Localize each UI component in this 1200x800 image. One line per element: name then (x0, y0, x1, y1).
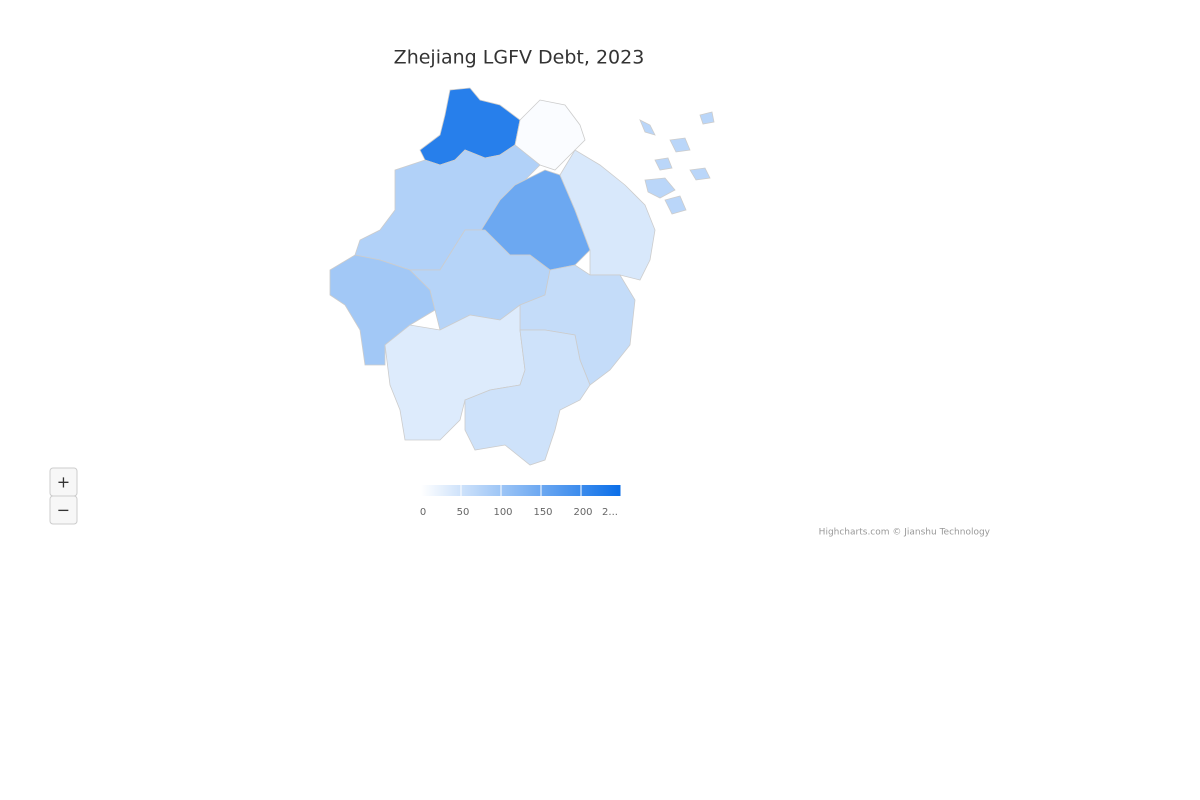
regions (329, 87, 715, 466)
credits[interactable]: Highcharts.com © Jianshu Technology (819, 528, 991, 538)
color-axis-label: 0 (420, 507, 426, 518)
zoom-out-button[interactable]: − (49, 495, 78, 525)
color-axis-label: 100 (493, 507, 512, 518)
color-axis-label: 150 (533, 507, 552, 518)
zoom-in-button[interactable]: + (49, 467, 78, 497)
color-axis-label: 50 (457, 507, 470, 518)
chart-title: Zhejiang LGFV Debt, 2023 (394, 47, 645, 69)
region (559, 149, 656, 281)
region (639, 111, 715, 215)
color-axis-bar (421, 485, 621, 496)
zoom-out-label[interactable]: − (57, 501, 70, 520)
zoom-in-label[interactable]: + (57, 473, 70, 492)
color-axis-label: 2... (602, 507, 618, 518)
color-axis-label: 200 (573, 507, 592, 518)
region (464, 329, 591, 466)
